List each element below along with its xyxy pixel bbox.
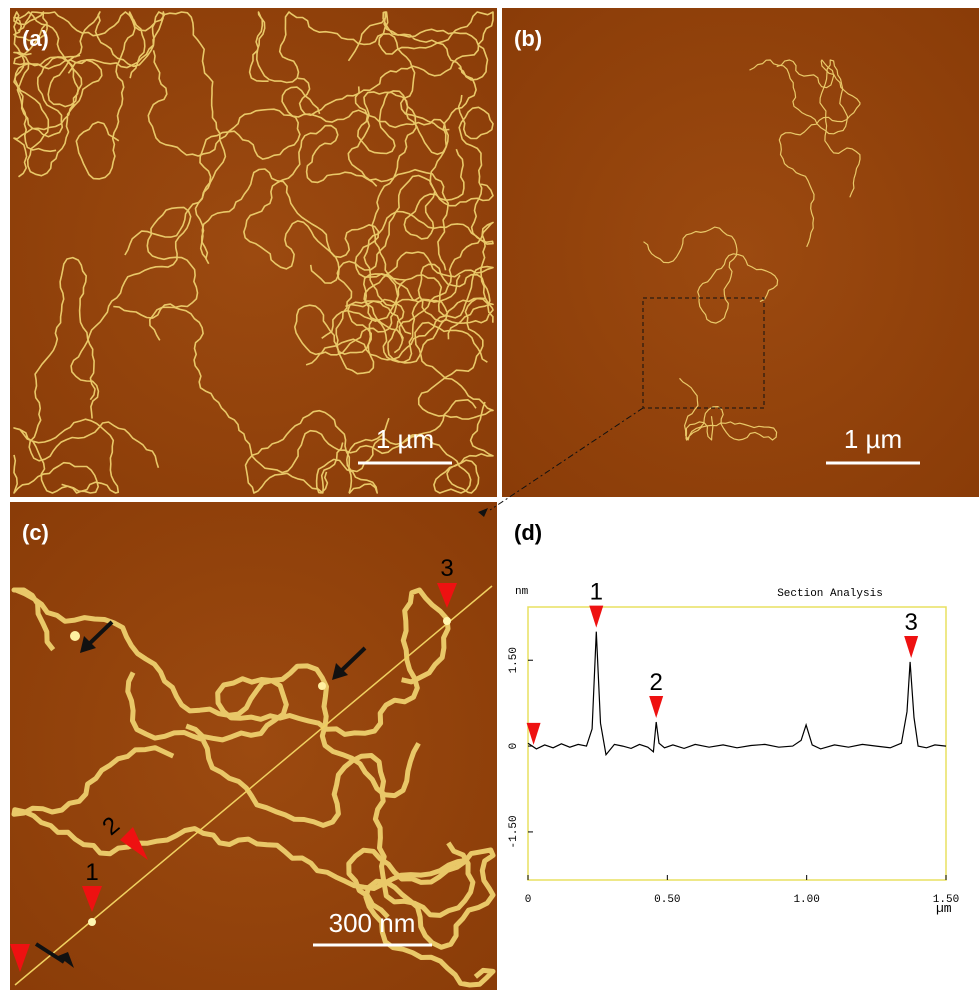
bright-spot [318, 682, 326, 690]
cursor-marker [589, 606, 603, 628]
bright-spot [443, 617, 451, 625]
scale-bar-label: 300 nm [329, 908, 416, 938]
scale-bar-label: 1 µm [376, 424, 434, 454]
y-tick-label: 1.50 [508, 647, 520, 673]
y-tick-label: -1.50 [508, 815, 520, 848]
y-tick-label: 0 [508, 743, 520, 750]
cursor-label: 1 [590, 579, 603, 606]
panel-label: (b) [514, 26, 542, 51]
scale-bar-label: 1 µm [844, 424, 902, 454]
cursor-marker [904, 636, 918, 658]
profile-line [528, 632, 946, 755]
x-tick-label: 1.50 [933, 894, 959, 906]
bright-spot [70, 631, 80, 641]
panel-label: (d) [514, 520, 542, 545]
cursor-marker [649, 696, 663, 718]
cursor-label: 2 [650, 669, 663, 696]
panel-label: (a) [22, 26, 49, 51]
afm-image-c [10, 502, 497, 990]
x-tick-label: 0.50 [654, 894, 680, 906]
marker-label: 1 [85, 859, 98, 886]
x-tick-label: 1.00 [793, 894, 819, 906]
marker-label: 3 [440, 555, 453, 582]
cursor-label: 3 [904, 609, 917, 636]
y-unit: nm [515, 586, 529, 598]
figure: 3 2 1 (a) (b) (c) (d) 1 µm 1 µm 300 nm S… [0, 0, 979, 990]
x-tick-label: 0 [525, 894, 532, 906]
plot-frame [528, 607, 946, 880]
bright-spot [88, 918, 96, 926]
chart-title: Section Analysis [777, 588, 883, 600]
panel-label: (c) [22, 520, 49, 545]
